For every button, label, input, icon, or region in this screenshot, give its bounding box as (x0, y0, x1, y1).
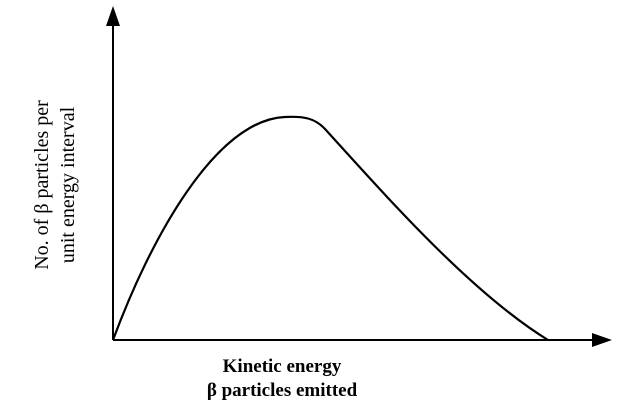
x-label-line: Kinetic energy (223, 356, 342, 377)
x-label-line: β particles emitted (207, 380, 358, 401)
y-label-line: unit energy interval (57, 106, 79, 263)
x-axis-arrow (592, 333, 612, 347)
y-axis-label: No. of β particles per unit energy inter… (31, 100, 79, 270)
spectrum-curve (111, 115, 549, 341)
y-axis-arrow (106, 6, 120, 26)
y-label-line: No. of β particles per (31, 100, 53, 270)
